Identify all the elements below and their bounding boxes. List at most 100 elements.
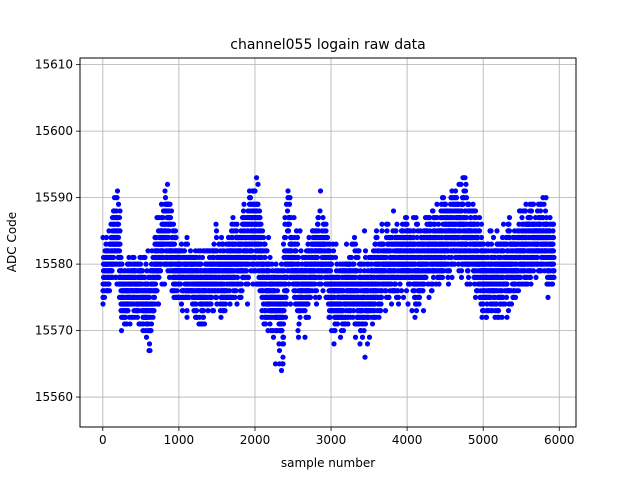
data-point [280,321,287,327]
x-tick-label: 5000 [468,433,499,447]
data-point [463,181,469,187]
data-point [255,201,261,207]
data-point [282,314,289,320]
data-point [458,268,465,274]
data-point [512,294,519,300]
data-point [412,314,418,320]
data-point [313,288,320,294]
data-point [550,248,557,254]
data-point [210,308,217,314]
data-point [337,334,344,340]
data-point [256,208,263,214]
data-point [110,254,117,261]
data-point [103,234,110,241]
data-point [373,228,380,234]
data-point [170,221,177,227]
data-point [442,201,449,207]
data-point [145,248,151,254]
data-point [458,274,465,281]
data-point [452,188,459,194]
data-point [505,308,512,314]
data-point [506,221,512,227]
y-tick-label: 15590 [35,191,73,205]
data-point [472,294,479,300]
data-point [361,327,367,334]
data-point [313,301,320,307]
data-point [326,248,333,254]
data-point [420,308,427,314]
data-point [240,208,247,214]
data-point [302,334,308,340]
data-point [155,301,162,307]
data-point [280,341,287,347]
data-point [280,241,287,247]
data-point [332,254,339,261]
data-point [116,214,123,221]
data-point [312,281,318,287]
data-point [413,308,420,314]
data-point [460,201,466,207]
data-point [508,301,515,307]
data-point [307,294,314,300]
data-point [395,294,402,300]
data-point [416,301,422,307]
data-point [494,228,500,234]
data-point [285,228,292,234]
data-point [249,248,255,254]
data-point [296,321,302,327]
data-point [295,254,302,261]
data-point [297,228,303,234]
data-point [549,281,556,287]
data-point [542,208,549,214]
data-point [328,261,335,267]
data-point [351,261,357,267]
data-point [327,314,333,320]
data-point [545,294,551,300]
data-point [267,321,273,327]
data-point [273,261,279,267]
data-point [265,234,272,241]
data-point [262,241,268,247]
data-point [252,188,258,194]
data-point [281,308,287,314]
data-point [488,241,495,247]
data-point [244,301,251,307]
data-point [522,208,529,214]
data-point [285,188,291,194]
data-point [379,221,385,227]
data-point [374,234,380,241]
data-point [416,294,423,300]
data-point [362,354,368,360]
data-point [294,241,301,247]
data-point [478,221,485,227]
data-point [398,288,405,294]
data-point [317,188,324,194]
data-point [162,195,169,201]
data-point [168,208,175,214]
chart-title: channel055 logain raw data [230,37,425,53]
data-point [283,294,289,300]
data-point [550,261,557,267]
data-point [267,254,273,261]
data-point [528,281,534,287]
data-point [357,268,364,274]
data-point [503,294,510,300]
data-point [343,241,350,247]
data-point [114,188,121,194]
data-point [178,301,185,307]
data-point [100,301,106,307]
data-point [364,341,371,347]
data-point [295,327,301,334]
scatter-points [100,175,557,374]
data-point [262,254,268,261]
data-point [355,254,361,261]
data-point [483,314,490,320]
data-point [429,288,435,294]
y-tick-label: 15600 [35,124,73,138]
data-point [361,228,368,234]
data-point [472,208,479,214]
y-tick-label: 15580 [35,257,73,271]
data-point [317,208,323,214]
data-point [320,288,326,294]
data-point [506,228,513,234]
